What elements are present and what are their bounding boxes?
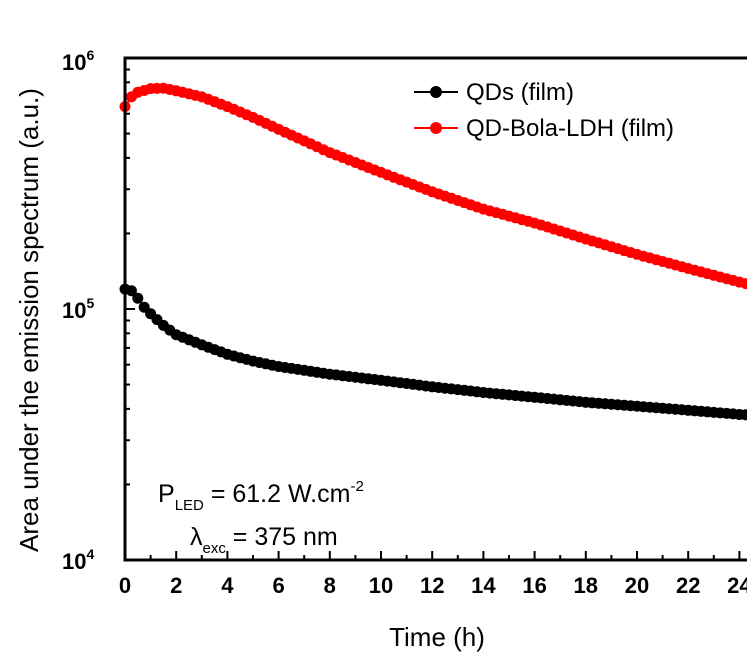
legend-label-qds: QDs (film)	[466, 79, 574, 106]
data-point	[740, 409, 747, 421]
x-tick-label: 10	[369, 573, 393, 598]
x-tick-label: 18	[574, 573, 598, 598]
x-tick-label: 20	[625, 573, 649, 598]
legend-marker-bola	[430, 122, 442, 134]
x-tick-label: 16	[522, 573, 546, 598]
plot-frame	[123, 56, 747, 562]
data-point	[132, 292, 144, 304]
x-tick-label: 12	[420, 573, 444, 598]
y-tick-label-1e6: 106	[62, 47, 94, 75]
series-0	[119, 283, 747, 421]
y-axis-title: Area under the emission spectrum (a.u.)	[14, 88, 44, 552]
x-tick-labels: 0 2 4 6 8 10 12 14 16 18 20 22 24	[119, 573, 747, 598]
power-annotation: PLED = 61.2 W.cm-2	[158, 478, 364, 514]
x-tick-label: 2	[170, 573, 182, 598]
data-point	[125, 285, 137, 297]
y-tick-label-1e5: 105	[62, 295, 94, 323]
x-axis-title: Time (h)	[389, 622, 485, 652]
x-tick-label: 22	[676, 573, 700, 598]
x-tick-label: 14	[471, 573, 496, 598]
x-tick-label: 0	[119, 573, 131, 598]
wavelength-annotation: λexc = 375 nm	[190, 523, 338, 557]
data-point	[740, 278, 747, 290]
x-tick-label: 4	[221, 573, 234, 598]
legend-marker-qds	[430, 86, 442, 98]
series-1	[119, 82, 747, 290]
x-tick-label: 24	[727, 573, 747, 598]
legend: QDs (film) QD-Bola-LDH (film)	[414, 79, 674, 142]
x-tick-label: 8	[324, 573, 336, 598]
x-tick-label: 6	[272, 573, 284, 598]
series-layer	[119, 82, 747, 421]
y-tick-label-1e4: 104	[62, 546, 94, 574]
legend-label-bola: QD-Bola-LDH (film)	[466, 115, 674, 142]
